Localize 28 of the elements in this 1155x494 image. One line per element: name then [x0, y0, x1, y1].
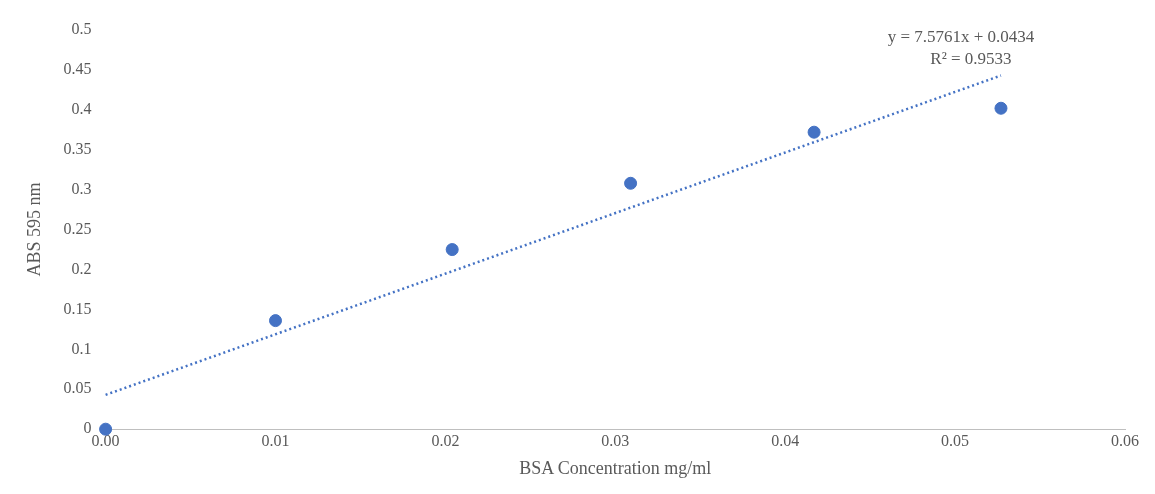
point [807, 125, 821, 139]
y-tick-label: 0.45 [63, 60, 92, 78]
annotation: R² = 0.9533 [930, 48, 1012, 68]
y-tick-label: 0.5 [71, 20, 92, 38]
y-tick-label: 0.15 [63, 299, 92, 317]
point [994, 101, 1008, 115]
y-tick-label: 0.2 [71, 259, 92, 277]
x-tick-label: 0.00 [91, 432, 120, 449]
point [624, 176, 638, 190]
y-tick-label: 0 [83, 419, 92, 437]
y-tick-label: 0.05 [63, 379, 92, 397]
x-tick-label: 0.01 [261, 432, 290, 449]
y-tick-label: 0.25 [63, 219, 92, 237]
y-tick-label: 0.3 [71, 179, 92, 197]
x-tick-label: 0.03 [601, 432, 630, 449]
x-axis-title: BSA Concentration mg/ml [519, 457, 712, 478]
point [269, 314, 282, 328]
y-tick-label: 0.1 [71, 339, 92, 357]
x-tick-label: 0.05 [941, 432, 970, 449]
y-axis-title: ABS 595 nm [23, 182, 44, 277]
annotation: y = 7.5761x + 0.0434 [887, 26, 1035, 46]
y-tick-label: 0.35 [63, 139, 92, 157]
point [99, 422, 113, 436]
y-tick-label: 0.4 [71, 100, 92, 118]
x-tick-label: 0.02 [431, 432, 460, 449]
point [445, 243, 459, 257]
x-tick-label: 0.04 [771, 432, 800, 449]
x-tick-label: 0.06 [1111, 432, 1139, 449]
